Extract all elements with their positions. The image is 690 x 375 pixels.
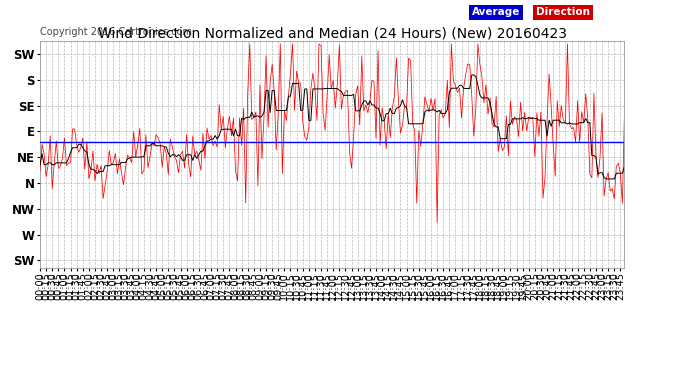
- Text: Direction: Direction: [536, 8, 590, 17]
- Text: Copyright 2016 Cartronics.com: Copyright 2016 Cartronics.com: [40, 27, 192, 37]
- Title: Wind Direction Normalized and Median (24 Hours) (New) 20160423: Wind Direction Normalized and Median (24…: [98, 26, 566, 40]
- Text: Average: Average: [472, 8, 520, 17]
